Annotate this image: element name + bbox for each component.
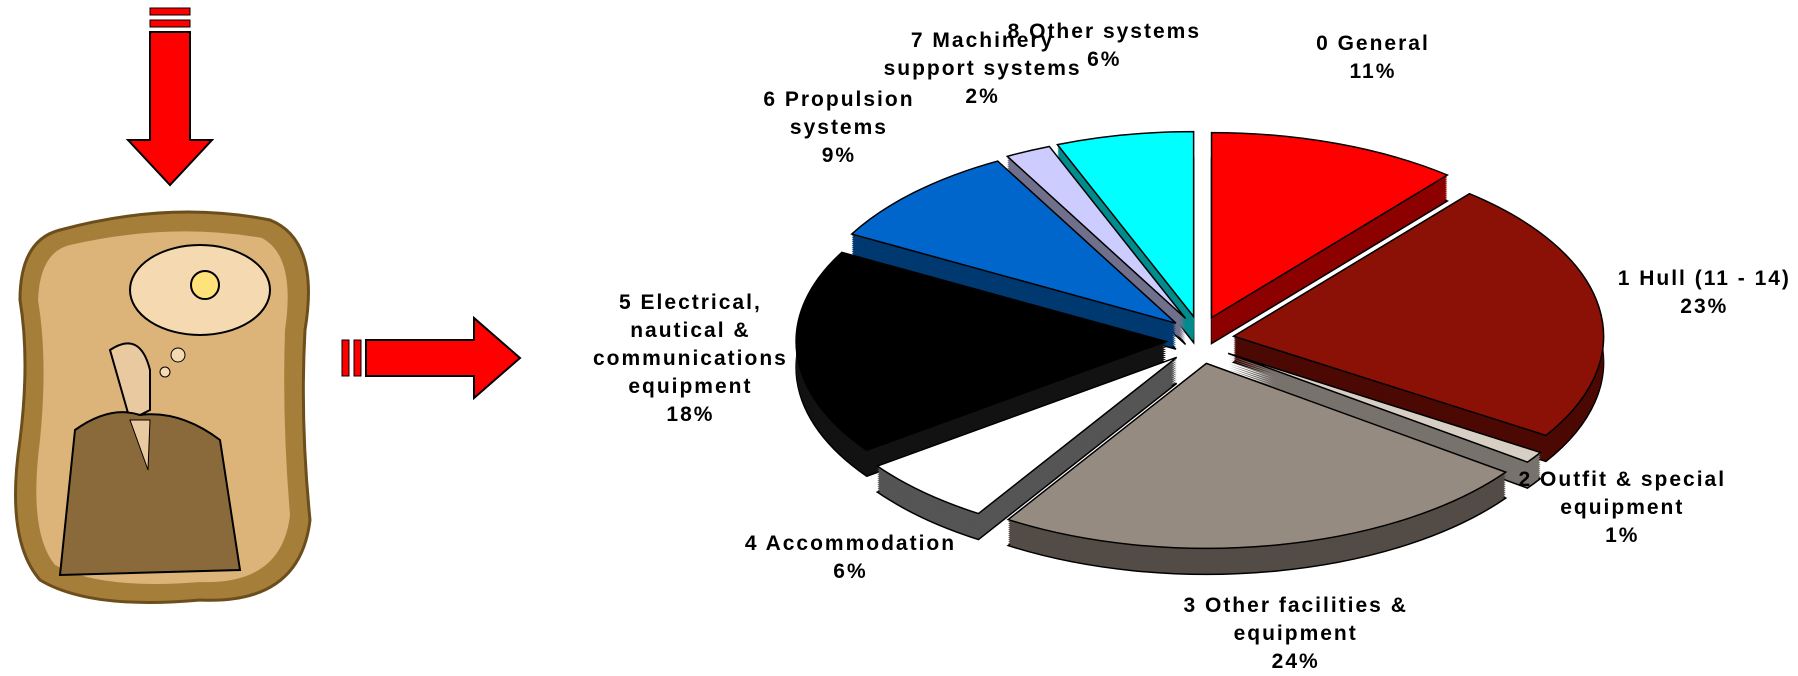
clipart <box>14 7 312 604</box>
slice-group <box>1006 362 1508 576</box>
slice <box>1210 131 1450 319</box>
category-label: 4 Accommodation <box>744 532 957 556</box>
value-label: 6% <box>1087 47 1122 71</box>
slice <box>1231 192 1605 437</box>
category-label: 3 Other facilities & equipment <box>1183 594 1408 646</box>
arrow <box>341 315 522 401</box>
slice-label: 1 Hull (11 - 14) 23% <box>1584 265 1798 321</box>
slice-label: 6 Propulsion systems 9% <box>719 86 959 170</box>
category-label: 8 Other systems <box>1007 19 1202 43</box>
slice-label: 7 Machinery support systems 2% <box>863 27 1103 111</box>
value-label: 18% <box>666 402 715 426</box>
slice <box>795 251 1169 452</box>
category-label: 7 Machinery support systems <box>883 28 1082 80</box>
slice-label: 0 General 11% <box>1253 30 1493 86</box>
slice-group <box>850 160 1177 350</box>
category-label: 1 Hull (11 - 14) <box>1617 267 1791 291</box>
value-label: 2% <box>965 84 1000 108</box>
slice-group <box>1210 131 1450 345</box>
value-label: 23% <box>1680 295 1729 319</box>
slice <box>850 160 1177 324</box>
slice-group <box>875 356 1178 541</box>
category-label: 5 Electrical, nautical & communications … <box>592 290 788 398</box>
value-label: 24% <box>1271 650 1320 674</box>
slice-label: 2 Outfit & special equipment 1% <box>1502 466 1742 550</box>
value-label: 6% <box>833 560 868 584</box>
value-label: 11% <box>1349 60 1397 84</box>
slice-label: 8 Other systems 6% <box>984 18 1224 74</box>
slice-label: 4 Accommodation 6% <box>730 530 970 586</box>
slice <box>1227 352 1543 463</box>
value-label: 9% <box>821 144 857 168</box>
slice-label: 5 Electrical, nautical & communications … <box>570 289 810 429</box>
slice <box>875 356 1178 515</box>
chart <box>14 7 1605 604</box>
pie <box>795 130 1605 576</box>
category-label: 2 Outfit & special equipment <box>1518 468 1727 520</box>
category-label: 0 General <box>1316 32 1430 56</box>
page: (() => { const data = JSON.parse(documen… <box>14 7 1798 674</box>
slice <box>1005 145 1187 320</box>
slice-label: 3 Other facilities & equipment 24% <box>1176 592 1416 676</box>
slice <box>1056 130 1195 319</box>
slice <box>1006 362 1508 550</box>
slice-group <box>795 251 1169 478</box>
slice-group <box>1231 192 1605 463</box>
category-label: 6 Propulsion systems <box>763 88 915 140</box>
value-label: 1% <box>1605 524 1640 548</box>
